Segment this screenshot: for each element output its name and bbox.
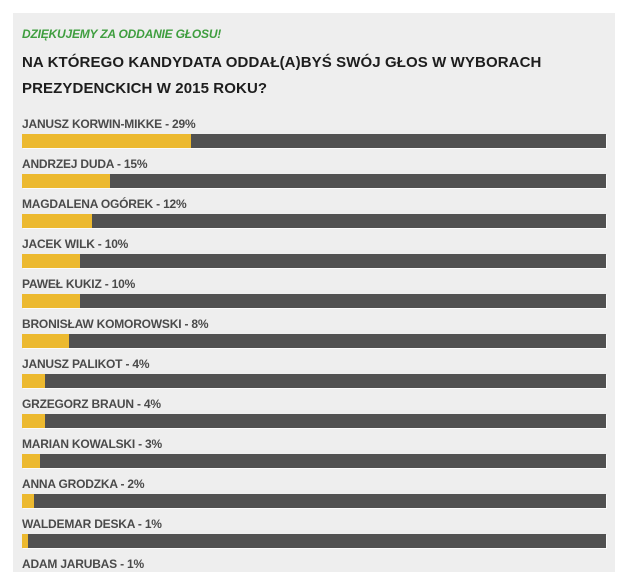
result-bar-fill — [22, 494, 34, 508]
poll-result-row: GRZEGORZ BRAUN - 4% — [22, 396, 606, 428]
result-bar-track — [22, 214, 606, 228]
result-bar-fill — [22, 374, 46, 388]
poll-result-row: MARIAN KOWALSKI - 3% — [22, 436, 606, 468]
vote-thanks-message: DZIĘKUJEMY ZA ODDANIE GŁOSU! — [22, 27, 222, 41]
poll-result-row: PAWEŁ KUKIZ - 10% — [22, 276, 606, 308]
result-bar-fill — [22, 134, 192, 148]
poll-result-row: JANUSZ KORWIN-MIKKE - 29% — [22, 116, 606, 148]
poll-question: NA KTÓREGO KANDYDATA ODDAŁ(A)BYŚ SWÓJ GŁ… — [22, 54, 542, 97]
results-list: JANUSZ KORWIN-MIKKE - 29% ANDRZEJ DUDA -… — [22, 116, 606, 572]
result-bar-track — [22, 534, 606, 548]
result-bar-track — [22, 134, 606, 148]
result-bar-track — [22, 454, 606, 468]
candidate-result-label: JACEK WILK - 10% — [22, 237, 129, 251]
result-bar-track — [22, 294, 606, 308]
result-bar-fill — [22, 254, 81, 268]
poll-result-row: JANUSZ PALIKOT - 4% — [22, 356, 606, 388]
result-bar-track — [22, 174, 606, 188]
result-bar-fill — [22, 454, 40, 468]
candidate-result-label: WALDEMAR DESKA - 1% — [22, 517, 162, 531]
candidate-result-label: ADAM JARUBAS - 1% — [22, 557, 144, 571]
candidate-result-label: BRONISŁAW KOMOROWSKI - 8% — [22, 317, 209, 331]
candidate-result-label: MARIAN KOWALSKI - 3% — [22, 437, 163, 451]
poll-result-row: WALDEMAR DESKA - 1% — [22, 516, 606, 548]
candidate-result-label: ANNA GRODZKA - 2% — [22, 477, 145, 491]
result-bar-track — [22, 494, 606, 508]
poll-results-panel: DZIĘKUJEMY ZA ODDANIE GŁOSU! NA KTÓREGO … — [13, 13, 615, 572]
result-bar-fill — [22, 334, 69, 348]
result-bar-fill — [22, 214, 93, 228]
poll-result-row: ADAM JARUBAS - 1% — [22, 556, 606, 572]
poll-result-row: MAGDALENA OGÓREK - 12% — [22, 196, 606, 228]
result-bar-fill — [22, 414, 46, 428]
result-bar-track — [22, 414, 606, 428]
poll-result-row: ANNA GRODZKA - 2% — [22, 476, 606, 508]
candidate-result-label: JANUSZ KORWIN-MIKKE - 29% — [22, 117, 196, 131]
poll-result-row: ANDRZEJ DUDA - 15% — [22, 156, 606, 188]
candidate-result-label: ANDRZEJ DUDA - 15% — [22, 157, 148, 171]
result-bar-track — [22, 254, 606, 268]
result-bar-fill — [22, 294, 81, 308]
poll-result-row: BRONISŁAW KOMOROWSKI - 8% — [22, 316, 606, 348]
candidate-result-label: MAGDALENA OGÓREK - 12% — [22, 197, 187, 211]
result-bar-fill — [22, 174, 110, 188]
candidate-result-label: JANUSZ PALIKOT - 4% — [22, 357, 150, 371]
poll-result-row: JACEK WILK - 10% — [22, 236, 606, 268]
candidate-result-label: GRZEGORZ BRAUN - 4% — [22, 397, 161, 411]
candidate-result-label: PAWEŁ KUKIZ - 10% — [22, 277, 136, 291]
result-bar-track — [22, 374, 606, 388]
result-bar-track — [22, 334, 606, 348]
result-bar-fill — [22, 534, 28, 548]
